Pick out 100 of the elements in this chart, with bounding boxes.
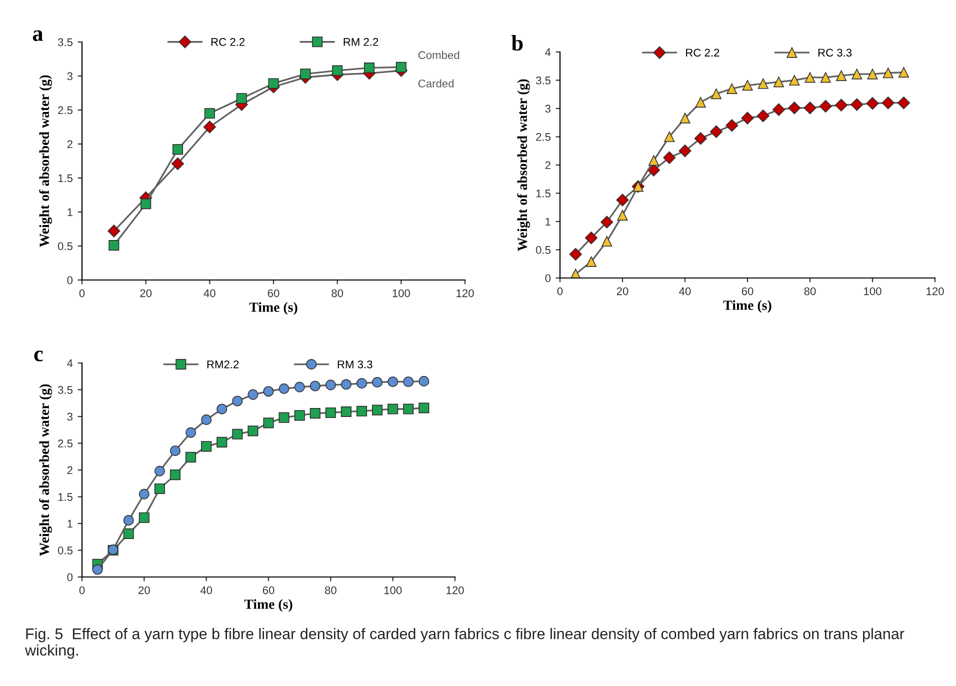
point <box>600 216 614 228</box>
point <box>248 389 258 400</box>
y-tick-label: 2 <box>67 140 72 148</box>
point <box>789 74 800 86</box>
point <box>418 376 430 386</box>
point <box>664 131 675 142</box>
point <box>867 68 878 80</box>
x-tick-label: 0 <box>557 287 563 296</box>
x-tick-label: 20 <box>138 586 150 594</box>
legend-label: RC 2.2 <box>211 38 245 46</box>
point <box>742 80 753 91</box>
point <box>325 407 336 418</box>
y-tick-label: 2 <box>545 161 550 170</box>
point <box>694 132 707 145</box>
y-tick-label: 1.5 <box>58 493 73 501</box>
y-tick-label: 2 <box>67 466 72 474</box>
y-tick-label: 1 <box>68 208 72 216</box>
point <box>850 98 864 111</box>
point <box>154 466 165 476</box>
x-tick-label: 80 <box>332 289 344 298</box>
point <box>403 376 414 388</box>
point <box>678 144 692 158</box>
point <box>804 102 816 114</box>
x-tick-label: 60 <box>262 586 274 594</box>
point <box>617 210 628 221</box>
point <box>898 67 910 78</box>
y-tick-label: 2.5 <box>536 133 551 141</box>
point <box>866 97 879 110</box>
y-axis-title: Weight of absorbed water (g) <box>517 79 530 252</box>
point <box>772 103 786 116</box>
y-tick-label: 1.5 <box>536 190 551 198</box>
x-tick-label: 60 <box>742 287 754 296</box>
x-axis-title: Time (s) <box>723 300 772 313</box>
x-tick-label: 80 <box>324 586 336 594</box>
point <box>140 198 152 210</box>
point <box>372 376 383 388</box>
point <box>216 436 228 448</box>
y-tick-label: 2.5 <box>58 106 73 114</box>
point <box>138 512 150 523</box>
point <box>372 404 383 416</box>
y-tick-label: 0 <box>67 276 73 284</box>
point <box>325 380 336 390</box>
y-tick-label: 3.5 <box>536 76 551 84</box>
x-tick-label: 120 <box>456 289 474 298</box>
point <box>340 379 352 390</box>
chart-title: b <box>512 35 523 51</box>
y-tick-label: 0.5 <box>58 546 73 554</box>
point <box>204 108 215 119</box>
point <box>263 386 274 397</box>
point <box>388 376 398 388</box>
point <box>756 110 770 122</box>
y-tick-label: 1.5 <box>58 174 73 182</box>
point <box>680 112 690 124</box>
x-tick-label: 80 <box>804 287 816 296</box>
y-tick-label: 4 <box>67 359 73 368</box>
point <box>726 119 738 132</box>
legend-label: RM 3.3 <box>338 360 372 368</box>
point <box>852 68 862 80</box>
point <box>695 97 706 108</box>
point <box>616 194 629 206</box>
point <box>710 88 722 100</box>
x-tick-label: 0 <box>79 289 85 298</box>
x-tick-label: 100 <box>392 289 410 298</box>
point <box>216 404 228 414</box>
point <box>171 157 184 170</box>
y-axis-title: Weight of absorbed water (g) <box>39 75 52 248</box>
x-tick-label: 100 <box>384 586 402 594</box>
point <box>232 428 243 440</box>
chart-title: c <box>34 350 43 362</box>
point <box>820 72 831 83</box>
point <box>172 144 184 155</box>
point <box>773 76 784 88</box>
x-tick-label: 40 <box>679 287 691 296</box>
point <box>108 224 120 238</box>
x-tick-label: 20 <box>616 287 628 296</box>
legend-label: RM2.2 <box>207 360 239 368</box>
y-axis-title: Weight of absorbed water (g) <box>39 384 52 556</box>
x-tick-label: 120 <box>926 287 944 296</box>
y-tick-label: 0 <box>67 573 73 582</box>
point <box>232 396 243 406</box>
point <box>602 236 612 247</box>
point <box>836 70 847 82</box>
point <box>758 78 768 89</box>
point <box>236 93 247 104</box>
point <box>92 564 103 575</box>
x-tick-label: 0 <box>79 586 85 594</box>
point <box>804 72 816 83</box>
point <box>294 382 305 392</box>
point <box>186 452 196 462</box>
point <box>123 515 134 526</box>
point <box>201 414 212 425</box>
legend-label: RM 2.2 <box>344 38 378 46</box>
x-tick-label: 40 <box>204 289 216 298</box>
point <box>726 83 738 94</box>
point <box>108 240 120 251</box>
point <box>186 427 196 438</box>
y-tick-label: 0.5 <box>58 242 73 250</box>
y-tick-label: 3.5 <box>58 386 73 394</box>
point <box>788 102 801 114</box>
x-tick-label: 40 <box>200 586 212 594</box>
